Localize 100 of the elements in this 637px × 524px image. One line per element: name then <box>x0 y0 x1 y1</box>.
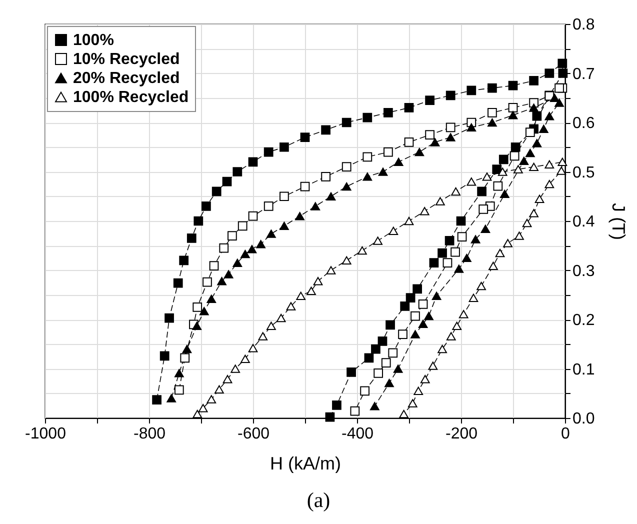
point <box>425 96 434 106</box>
point <box>370 402 380 410</box>
point <box>342 256 352 265</box>
x-tick-label: 0 <box>561 426 570 442</box>
point <box>477 186 486 196</box>
point <box>452 322 462 330</box>
point <box>436 197 445 206</box>
point <box>554 83 564 93</box>
point <box>438 344 447 354</box>
point <box>228 231 237 240</box>
point <box>425 130 434 140</box>
point <box>532 139 542 148</box>
point <box>192 410 202 418</box>
x-tick-label: -800 <box>133 426 166 442</box>
y-tick-label: 0.3 <box>572 262 595 280</box>
point <box>174 385 184 395</box>
point <box>420 207 430 216</box>
point <box>173 278 183 288</box>
point <box>529 162 538 171</box>
point <box>429 258 439 268</box>
point <box>519 156 529 166</box>
y-tick-label: 0.2 <box>572 312 595 329</box>
point <box>342 182 352 191</box>
point <box>466 86 476 96</box>
point <box>544 160 554 168</box>
point <box>508 80 518 90</box>
point <box>240 354 250 364</box>
point <box>558 68 568 78</box>
y-tick-label: 0.7 <box>572 66 595 83</box>
point <box>438 248 447 258</box>
point <box>238 221 248 231</box>
point <box>219 243 229 253</box>
point <box>532 111 542 121</box>
point <box>451 187 460 196</box>
point <box>446 332 456 340</box>
point <box>179 256 189 266</box>
point <box>414 386 424 396</box>
point <box>428 362 438 370</box>
point <box>488 108 497 118</box>
point <box>202 277 212 287</box>
point <box>256 240 266 248</box>
point <box>522 218 532 228</box>
point <box>378 336 388 346</box>
point <box>386 320 395 330</box>
point <box>430 138 440 146</box>
point <box>364 353 374 363</box>
point <box>266 230 276 238</box>
point <box>400 302 410 311</box>
point <box>550 94 560 102</box>
point <box>381 358 391 368</box>
x-tick-label: -1000 <box>25 426 66 442</box>
point <box>321 125 330 135</box>
point <box>492 164 502 174</box>
point <box>495 248 505 258</box>
point <box>384 108 393 118</box>
point <box>276 314 286 322</box>
point <box>424 312 434 320</box>
point <box>326 266 336 274</box>
point <box>480 224 490 234</box>
point <box>384 378 394 388</box>
text: (a) <box>306 488 332 513</box>
point <box>342 118 352 128</box>
point <box>313 276 323 286</box>
point <box>248 344 258 352</box>
point <box>186 234 196 243</box>
point <box>286 302 296 310</box>
point <box>374 368 384 378</box>
point <box>362 152 372 162</box>
point <box>214 385 224 394</box>
point <box>166 394 176 402</box>
y-tick-label: 0.4 <box>572 214 595 230</box>
y-tick-label: 0.1 <box>572 361 595 378</box>
point <box>446 90 456 100</box>
point <box>332 400 342 410</box>
point <box>230 364 240 373</box>
point <box>321 172 330 182</box>
point <box>212 186 222 196</box>
point <box>398 330 408 339</box>
legend-label: 10% Recycled <box>73 51 180 68</box>
point <box>468 294 478 302</box>
point <box>248 211 258 221</box>
point <box>394 158 404 166</box>
point <box>248 157 258 167</box>
point <box>412 284 422 294</box>
point <box>182 344 192 354</box>
y-tick-label: 0.8 <box>572 16 595 34</box>
point <box>399 410 408 418</box>
legend-label: 100% <box>73 32 114 49</box>
x-axis-title: H (kA/m) <box>270 454 341 474</box>
point <box>209 261 219 270</box>
point <box>446 133 456 142</box>
point <box>280 222 289 230</box>
point <box>180 353 190 363</box>
point <box>493 181 503 191</box>
point <box>404 138 414 147</box>
point <box>240 250 250 258</box>
point <box>488 83 497 93</box>
point <box>300 182 310 192</box>
point <box>404 103 414 112</box>
point <box>404 216 414 226</box>
